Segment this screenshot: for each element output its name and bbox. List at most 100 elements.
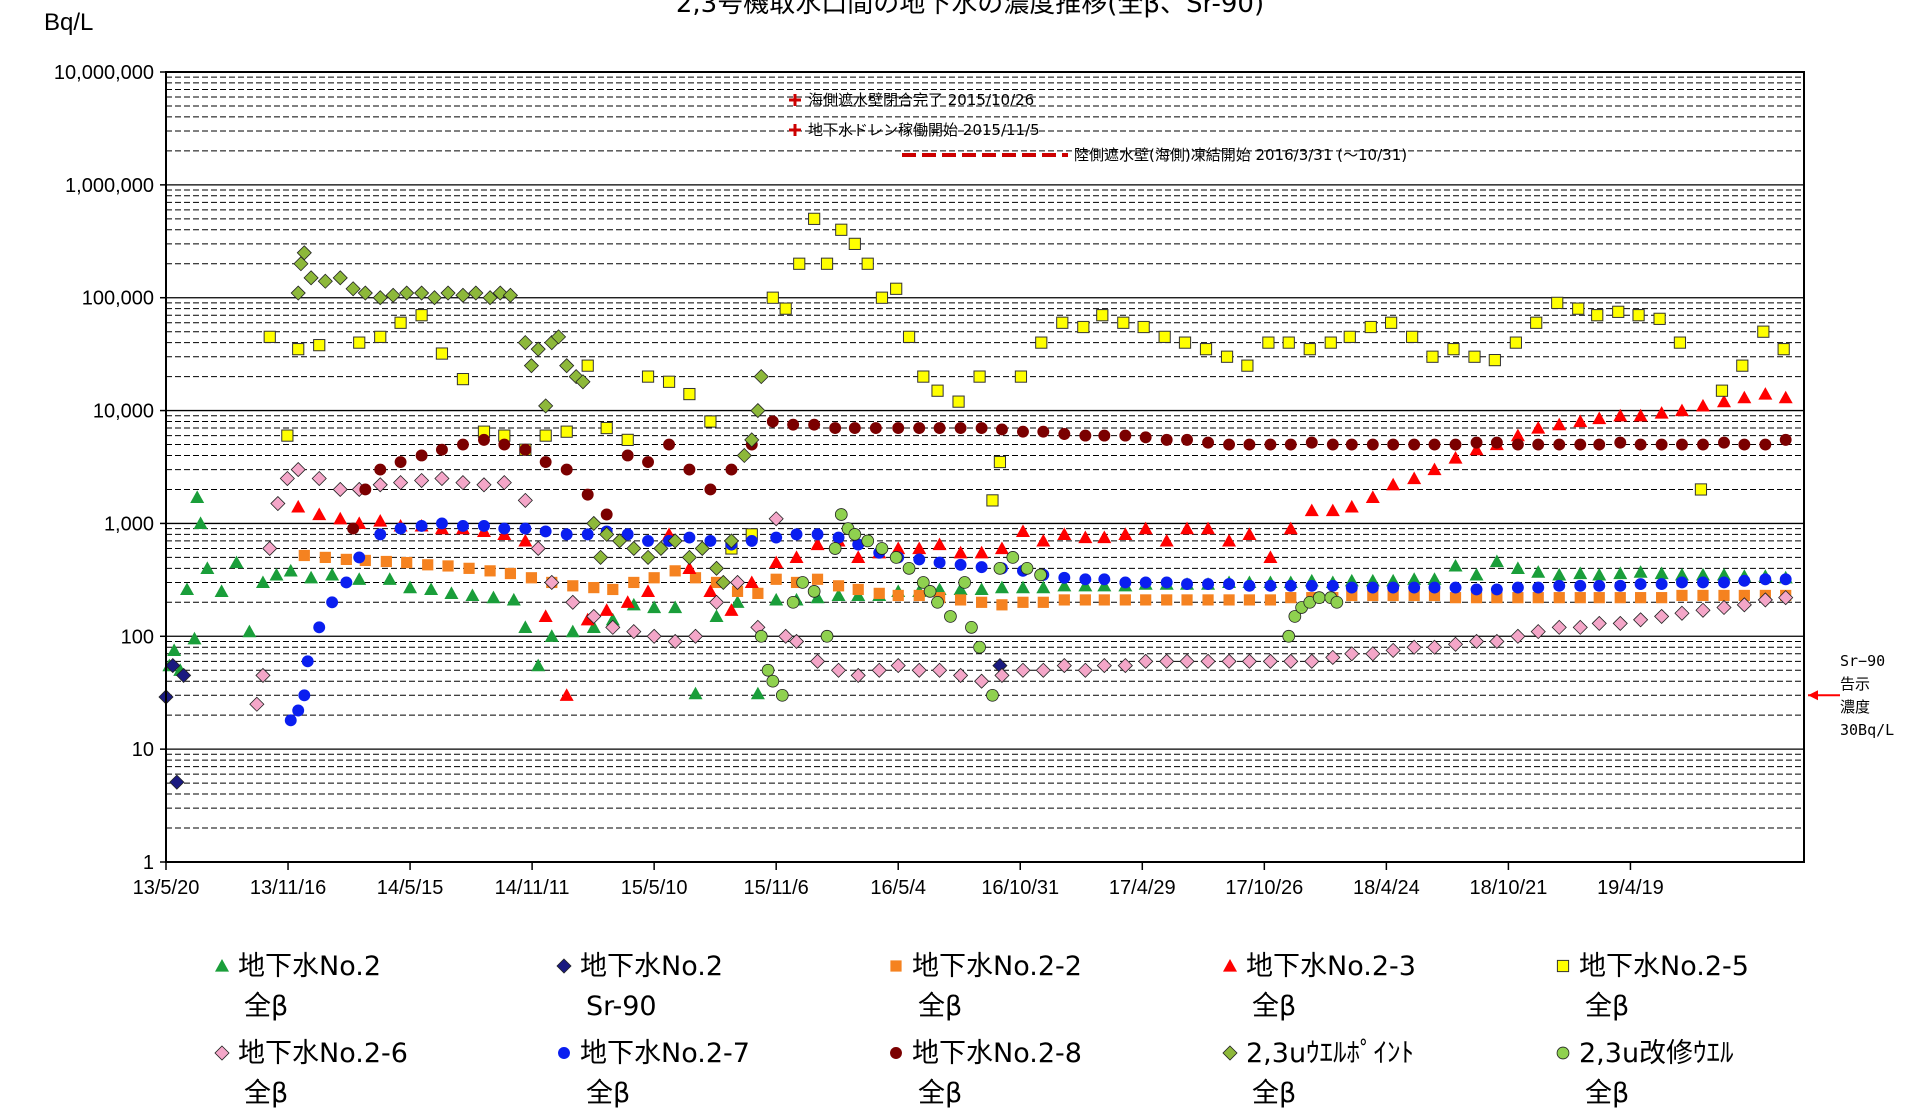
data-point bbox=[1262, 336, 1275, 349]
data-point bbox=[586, 515, 602, 531]
data-point bbox=[1408, 438, 1421, 451]
data-point bbox=[1491, 592, 1503, 604]
data-point bbox=[954, 594, 967, 606]
data-point bbox=[621, 449, 634, 462]
legend-sublabel: 全β bbox=[586, 1078, 630, 1109]
data-point bbox=[1097, 530, 1112, 544]
data-point bbox=[1288, 610, 1302, 623]
data-point bbox=[1181, 578, 1193, 591]
data-point bbox=[1512, 592, 1524, 604]
data-point bbox=[1551, 619, 1567, 635]
legend-marker bbox=[556, 958, 572, 974]
data-point bbox=[538, 398, 554, 414]
data-point bbox=[435, 517, 448, 530]
data-point bbox=[683, 463, 696, 476]
data-point bbox=[519, 443, 532, 456]
data-point bbox=[1199, 343, 1213, 356]
data-point bbox=[565, 624, 580, 638]
data-point bbox=[789, 550, 804, 564]
data-point bbox=[1511, 438, 1524, 451]
legend-marker bbox=[1556, 959, 1570, 973]
data-point bbox=[724, 603, 739, 616]
data-point bbox=[1448, 450, 1463, 464]
data-point bbox=[1202, 594, 1214, 606]
data-point bbox=[1695, 567, 1710, 581]
data-point bbox=[193, 516, 208, 530]
data-point bbox=[1591, 309, 1604, 322]
data-point bbox=[1077, 662, 1093, 678]
data-point bbox=[180, 582, 195, 596]
data-point bbox=[340, 553, 352, 566]
data-point bbox=[809, 653, 826, 669]
data-point bbox=[761, 663, 775, 677]
data-point bbox=[560, 463, 573, 476]
data-point bbox=[769, 555, 784, 569]
data-point bbox=[560, 425, 573, 438]
y-tick-label: 10,000,000 bbox=[54, 62, 154, 84]
data-point bbox=[1221, 653, 1237, 669]
x-tick-label: 18/4/24 bbox=[1353, 877, 1420, 899]
data-point bbox=[1593, 438, 1606, 451]
data-point bbox=[1510, 628, 1526, 644]
data-point bbox=[953, 545, 968, 559]
data-point bbox=[1285, 592, 1297, 604]
data-point bbox=[682, 561, 697, 574]
data-point bbox=[1470, 583, 1483, 596]
data-point bbox=[262, 540, 278, 557]
data-point bbox=[1200, 653, 1216, 669]
data-point bbox=[1202, 436, 1215, 449]
data-point bbox=[1161, 594, 1173, 606]
data-point bbox=[382, 572, 397, 585]
data-point bbox=[1017, 425, 1029, 438]
data-point bbox=[1158, 330, 1171, 343]
data-point bbox=[1613, 408, 1628, 422]
legend-sublabel: 全β bbox=[918, 1078, 962, 1109]
side-note-line: 告示 bbox=[1840, 675, 1870, 693]
data-point bbox=[647, 600, 662, 614]
data-point bbox=[539, 525, 552, 538]
data-point bbox=[913, 589, 925, 602]
data-point bbox=[663, 438, 676, 451]
legend-item-5: 地下水No.2-5 全β bbox=[1556, 951, 1749, 1022]
data-point bbox=[1695, 602, 1711, 618]
data-point bbox=[913, 422, 926, 435]
data-point bbox=[1035, 662, 1051, 678]
data-point bbox=[1387, 589, 1399, 602]
data-point bbox=[923, 585, 937, 598]
data-point bbox=[708, 560, 725, 576]
data-point bbox=[1552, 567, 1567, 581]
data-point bbox=[1613, 566, 1628, 580]
data-point bbox=[1096, 658, 1112, 674]
data-point bbox=[1532, 438, 1545, 451]
data-point bbox=[167, 643, 182, 656]
data-point bbox=[1694, 483, 1708, 496]
data-point bbox=[1058, 571, 1071, 584]
data-point bbox=[394, 456, 407, 468]
legend-sublabel: 全β bbox=[244, 991, 288, 1022]
data-point bbox=[808, 212, 821, 225]
data-point bbox=[292, 704, 305, 717]
data-point bbox=[498, 438, 511, 451]
data-point bbox=[620, 595, 635, 608]
data-point bbox=[704, 534, 717, 547]
data-point bbox=[681, 549, 697, 565]
data-point bbox=[1282, 629, 1296, 643]
y-tick-label: 100 bbox=[121, 626, 154, 648]
data-point bbox=[176, 667, 192, 683]
chart-title: 2,3号機取水口間の地下水の濃度推移(全β、Sr-90) bbox=[676, 0, 1264, 19]
data-point bbox=[890, 658, 906, 674]
data-point bbox=[993, 561, 1007, 575]
data-point bbox=[1738, 574, 1751, 587]
data-point bbox=[478, 433, 490, 446]
data-point bbox=[1305, 436, 1318, 449]
data-point bbox=[1530, 624, 1546, 640]
data-point bbox=[1427, 462, 1442, 476]
data-points bbox=[158, 212, 1794, 790]
data-point bbox=[1098, 429, 1111, 442]
data-point bbox=[1037, 425, 1050, 438]
data-point bbox=[1489, 633, 1505, 650]
side-note-line: 30Bq/L bbox=[1840, 721, 1894, 739]
data-point bbox=[1241, 653, 1257, 669]
data-point bbox=[641, 370, 655, 383]
